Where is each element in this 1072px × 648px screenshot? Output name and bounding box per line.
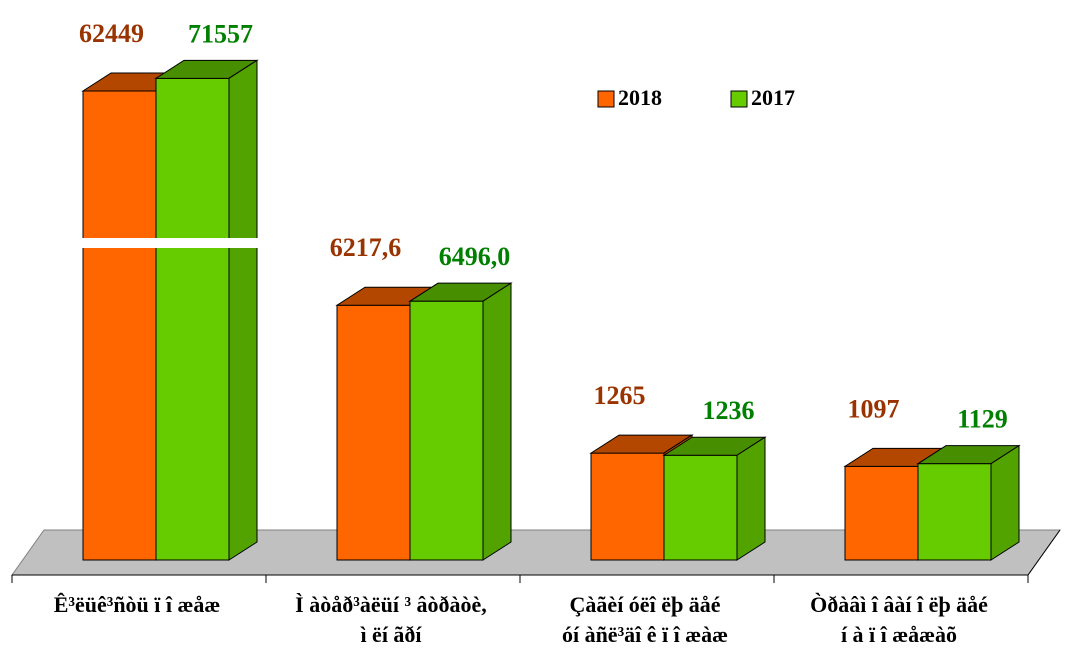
bar xyxy=(82,90,157,561)
legend-label: 2018 xyxy=(618,85,662,110)
value-label: 62449 xyxy=(79,19,144,48)
bar xyxy=(844,465,919,561)
value-label: 6217,6 xyxy=(330,233,402,262)
bar-side xyxy=(990,444,1020,561)
axis-break xyxy=(75,238,515,248)
value-label: 6496,0 xyxy=(439,242,511,271)
x-tick-label: Çàãèí óëî ëþ äåé óí àñë³äî ê ï î æàæ xyxy=(561,592,729,647)
value-label: 1097 xyxy=(848,394,900,423)
x-tick-label: Ê³ëüê³ñòü ï î æåæ xyxy=(53,592,221,617)
bar xyxy=(155,77,230,561)
floor-edge xyxy=(1027,529,1061,576)
bar xyxy=(663,454,738,561)
legend-swatch xyxy=(597,90,615,108)
legend-label: 2017 xyxy=(751,85,795,110)
legend-swatch xyxy=(730,90,748,108)
bar xyxy=(336,304,411,561)
value-label: 71557 xyxy=(188,19,253,48)
bars xyxy=(81,59,1021,561)
bar-side xyxy=(482,282,512,561)
bar-side xyxy=(228,59,258,561)
x-tick-label: Òðàâì î âàí î ëþ äåé í à ï î æåæàõ xyxy=(810,592,988,647)
bar xyxy=(917,463,992,561)
value-label: 1265 xyxy=(594,381,646,410)
bar xyxy=(590,452,665,561)
bar xyxy=(409,300,484,561)
value-label: 1129 xyxy=(957,405,1008,434)
value-label: 1236 xyxy=(703,396,755,425)
x-tick-label: Ì àòåð³àëüí ³ âòðàòè, ì ëí ãðí xyxy=(295,592,487,647)
bar-side xyxy=(736,436,766,561)
